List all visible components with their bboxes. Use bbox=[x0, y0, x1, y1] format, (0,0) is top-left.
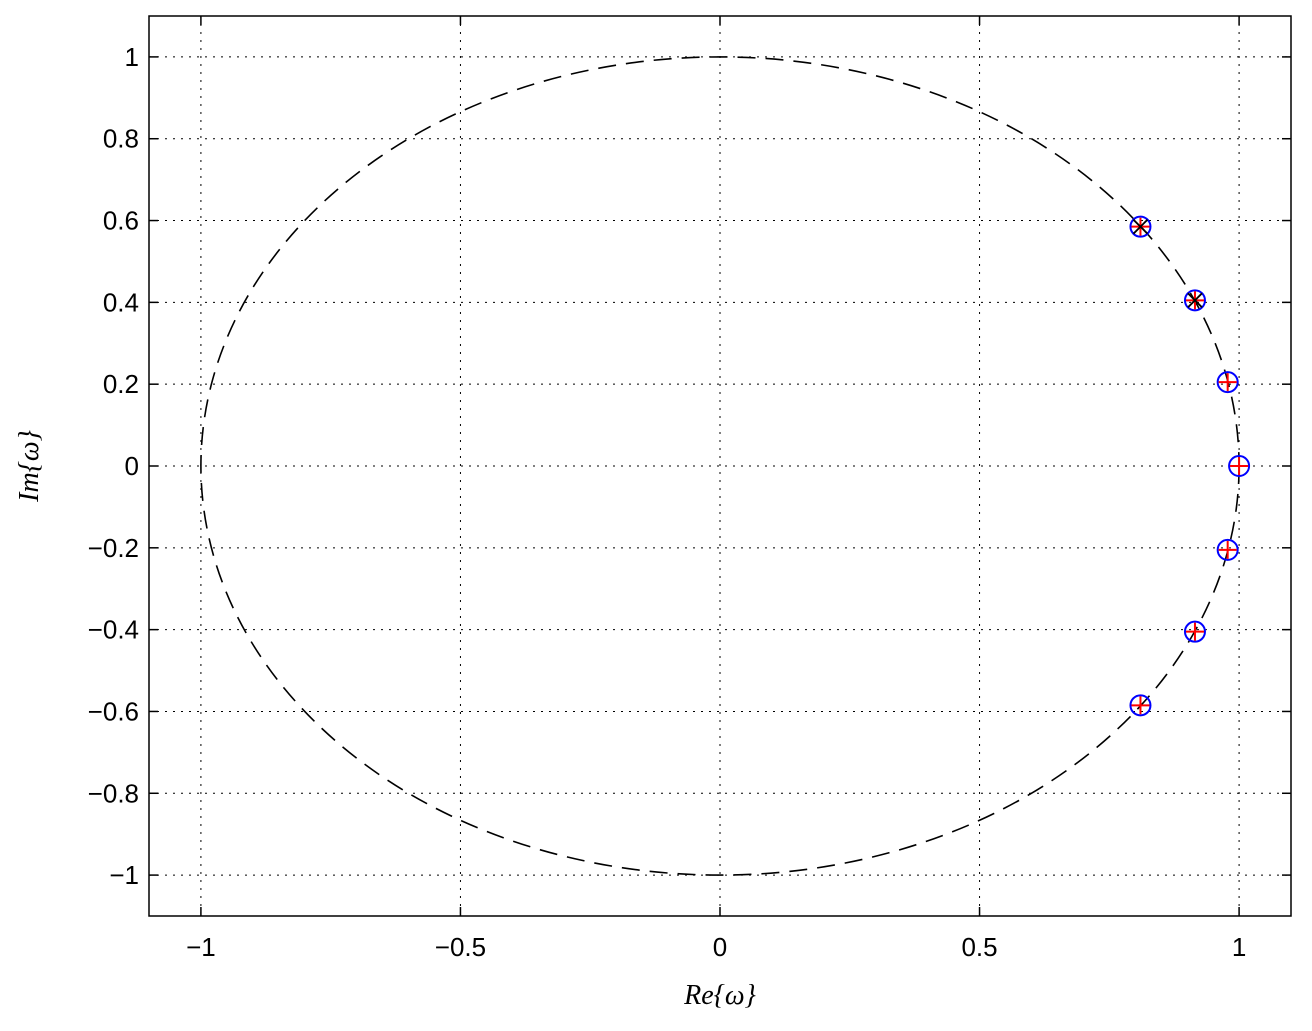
circle-marker bbox=[1183, 289, 1206, 312]
x-tick-label: 0 bbox=[713, 932, 727, 962]
plus-marker bbox=[1230, 457, 1249, 475]
markers bbox=[1129, 215, 1251, 717]
circle-marker bbox=[1216, 371, 1239, 394]
circle-marker bbox=[1129, 215, 1152, 238]
plus-marker bbox=[1185, 622, 1204, 641]
y-tick-label: −0.4 bbox=[88, 615, 139, 645]
y-tick-label: 0.2 bbox=[103, 369, 139, 399]
x-tick-label: 0.5 bbox=[961, 932, 997, 962]
y-axis-label: Im{ω} bbox=[14, 430, 45, 503]
y-tick-label: −0.6 bbox=[88, 696, 139, 726]
y-tick-label: −0.2 bbox=[88, 533, 139, 563]
circle-marker bbox=[1183, 620, 1206, 643]
x-tick-label: −1 bbox=[186, 932, 216, 962]
plus-marker bbox=[1218, 373, 1237, 392]
x-axis-label: Re{ω} bbox=[683, 980, 756, 1011]
x-tick-label: 1 bbox=[1232, 932, 1246, 962]
plus-marker bbox=[1218, 540, 1237, 559]
y-tick-label: 0 bbox=[125, 451, 139, 481]
y-tick-label: −1 bbox=[109, 860, 139, 890]
cross-marker bbox=[1132, 219, 1149, 235]
cross-marker bbox=[1187, 292, 1203, 308]
ticks: −1 −0.5 0 0.5 1 1 0.8 0.6 0.4 0.2 0 −0.2 −0.4 −0.6 −0.… bbox=[88, 16, 1291, 962]
x-tick-label: −0.5 bbox=[435, 932, 486, 962]
y-tick-label: 0.6 bbox=[103, 206, 139, 236]
y-tick-label: 0.4 bbox=[103, 287, 139, 317]
circle-marker bbox=[1228, 455, 1251, 477]
y-tick-label: 1 bbox=[125, 42, 139, 72]
circle-marker bbox=[1129, 694, 1152, 717]
y-tick-label: 0.8 bbox=[103, 124, 139, 154]
y-tick-label: −0.8 bbox=[88, 778, 139, 808]
plus-marker bbox=[1131, 696, 1150, 715]
circle-marker bbox=[1216, 538, 1239, 561]
